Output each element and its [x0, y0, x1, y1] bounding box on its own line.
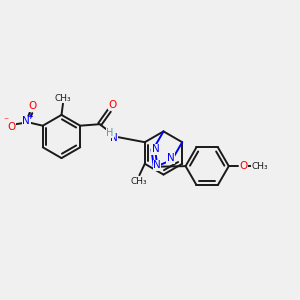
Text: +: + [26, 112, 33, 122]
Text: O: O [108, 100, 116, 110]
Text: CH₃: CH₃ [251, 162, 268, 171]
Text: O: O [7, 122, 15, 132]
Text: N: N [167, 154, 174, 164]
Text: O: O [28, 101, 36, 111]
Text: CH₃: CH₃ [130, 177, 147, 186]
Text: H: H [106, 128, 113, 138]
Text: N: N [110, 133, 118, 143]
Text: CH₃: CH₃ [55, 94, 71, 103]
Text: N: N [153, 160, 161, 170]
Text: O: O [239, 161, 247, 171]
Text: N: N [152, 144, 160, 154]
Text: N: N [22, 116, 30, 126]
Text: ⁻: ⁻ [3, 116, 8, 126]
